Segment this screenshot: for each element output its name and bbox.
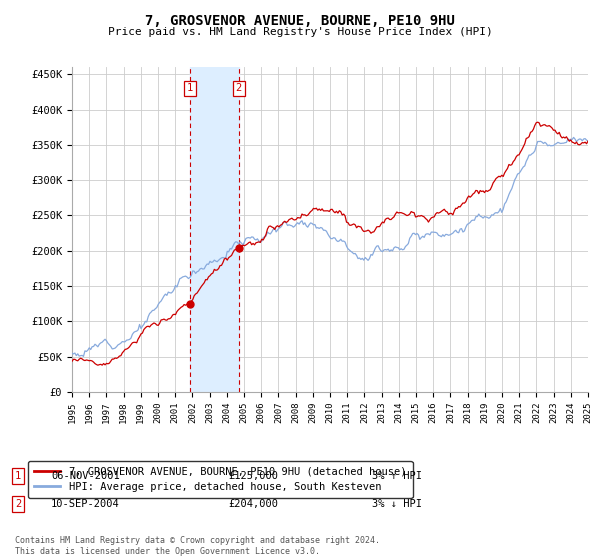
Text: 10-SEP-2004: 10-SEP-2004 xyxy=(51,499,120,509)
Text: Price paid vs. HM Land Registry's House Price Index (HPI): Price paid vs. HM Land Registry's House … xyxy=(107,27,493,37)
Text: 2: 2 xyxy=(15,499,21,509)
Text: £204,000: £204,000 xyxy=(228,499,278,509)
Legend: 7, GROSVENOR AVENUE, BOURNE, PE10 9HU (detached house), HPI: Average price, deta: 7, GROSVENOR AVENUE, BOURNE, PE10 9HU (d… xyxy=(28,460,413,498)
Text: 2: 2 xyxy=(236,83,242,94)
Text: Contains HM Land Registry data © Crown copyright and database right 2024.
This d: Contains HM Land Registry data © Crown c… xyxy=(15,536,380,556)
Text: 1: 1 xyxy=(187,83,193,94)
Bar xyxy=(190,67,239,392)
Text: 06-NOV-2001: 06-NOV-2001 xyxy=(51,471,120,481)
Text: £125,000: £125,000 xyxy=(228,471,278,481)
Text: 1: 1 xyxy=(15,471,21,481)
Text: 3% ↑ HPI: 3% ↑ HPI xyxy=(372,471,422,481)
Text: 7, GROSVENOR AVENUE, BOURNE, PE10 9HU: 7, GROSVENOR AVENUE, BOURNE, PE10 9HU xyxy=(145,14,455,28)
Text: 3% ↓ HPI: 3% ↓ HPI xyxy=(372,499,422,509)
